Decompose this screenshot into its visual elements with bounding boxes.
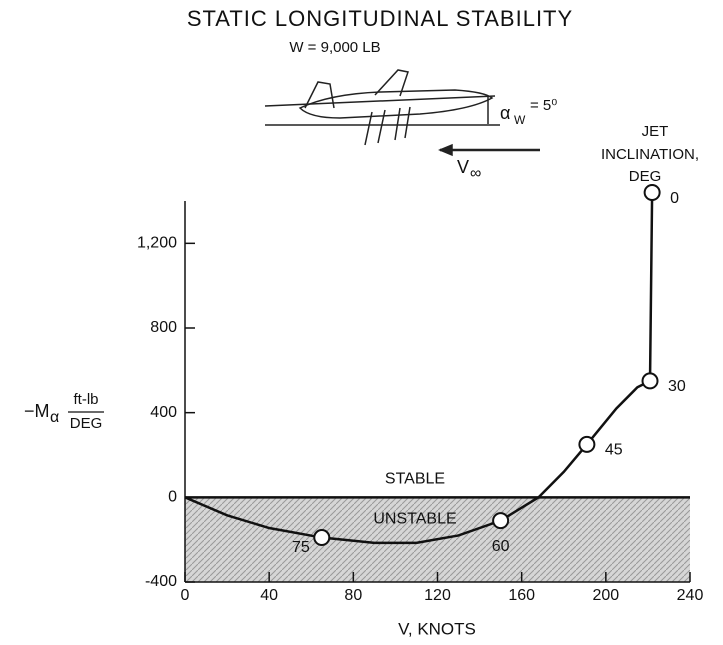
angle-subscript: W <box>514 113 526 127</box>
x-tick-label: 120 <box>424 587 451 604</box>
speed-subscript: ∞ <box>470 165 481 182</box>
y-label-numerator: ft-lb <box>73 391 98 408</box>
y-label-symbol: −M <box>24 401 50 421</box>
point-label: 30 <box>668 378 686 395</box>
angle-symbol: α <box>500 103 510 123</box>
x-tick-label: 80 <box>344 587 362 604</box>
chart-title: STATIC LONGITUDINAL STABILITY <box>187 6 573 31</box>
y-label-subscript: α <box>50 409 59 426</box>
chart-subtitle: W = 9,000 LB <box>289 39 380 56</box>
legend-title: INCLINATION, <box>601 146 699 163</box>
data-point <box>643 184 661 202</box>
data-point <box>492 512 510 530</box>
legend-title: JET <box>642 123 669 140</box>
point-label: 45 <box>605 442 623 459</box>
y-tick-label: 0 <box>168 489 177 506</box>
legend-title: DEG <box>629 168 662 185</box>
data-point <box>641 372 659 390</box>
x-tick-label: 40 <box>260 587 278 604</box>
region-label: STABLE <box>385 471 445 488</box>
data-point <box>313 529 331 547</box>
y-tick-label: 800 <box>150 319 177 336</box>
y-tick-label: 400 <box>150 404 177 421</box>
x-axis-title: V, KNOTS <box>398 619 476 638</box>
curve <box>184 192 654 545</box>
region-label: UNSTABLE <box>373 511 456 528</box>
y-tick-label: 1,200 <box>137 235 177 252</box>
x-tick-label: 240 <box>677 587 704 604</box>
speed-symbol: V <box>457 157 469 177</box>
y-label-denominator: DEG <box>70 415 103 432</box>
aircraft-sketch <box>264 69 540 157</box>
data-point <box>578 435 596 453</box>
x-tick-label: 0 <box>181 587 190 604</box>
x-tick-label: 200 <box>592 587 619 604</box>
point-label: 0 <box>670 190 679 207</box>
point-label: 60 <box>492 538 510 555</box>
x-tick-label: 160 <box>508 587 535 604</box>
angle-value: = 5⁰ <box>530 97 557 114</box>
y-tick-label: -400 <box>145 573 177 590</box>
point-label: 75 <box>292 539 310 556</box>
